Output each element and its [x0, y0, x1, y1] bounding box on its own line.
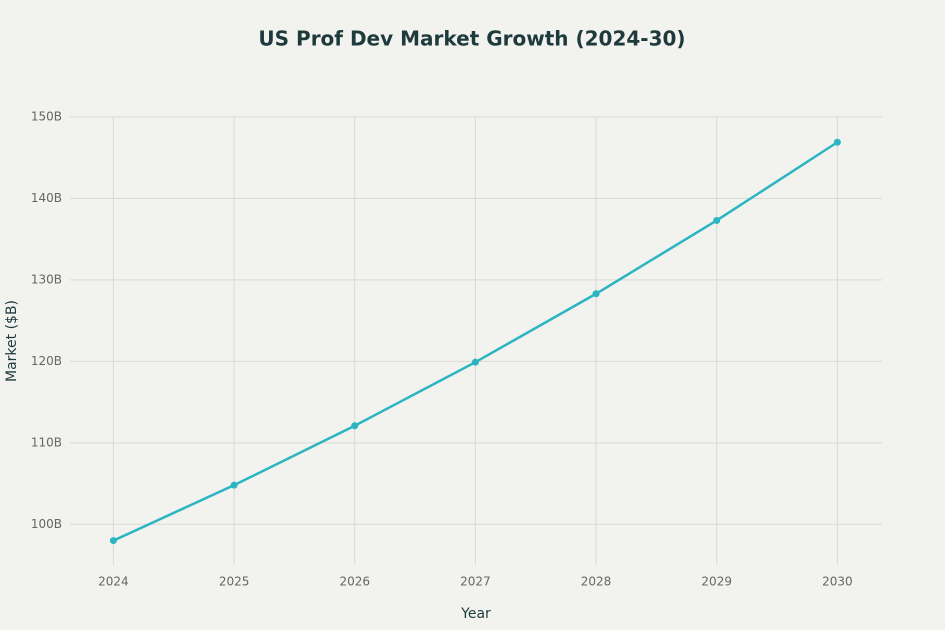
data-point — [713, 216, 721, 224]
y-tick-label: 150B — [31, 110, 62, 124]
x-axis-title: Year — [460, 606, 491, 622]
data-point — [592, 290, 600, 298]
data-point — [833, 138, 841, 146]
data-point — [471, 358, 479, 366]
y-tick-label: 110B — [31, 435, 62, 449]
x-tick-label: 2024 — [98, 575, 129, 589]
x-tick-label: 2027 — [460, 575, 491, 589]
x-tick-label: 2029 — [701, 575, 732, 589]
x-tick-label: 2026 — [339, 575, 370, 589]
x-tick-label: 2030 — [822, 575, 853, 589]
y-tick-label: 100B — [31, 517, 62, 531]
y-tick-label: 120B — [31, 354, 62, 368]
data-point — [230, 481, 238, 489]
y-axis-title: Market ($B) — [4, 300, 20, 382]
x-tick-label: 2025 — [219, 575, 250, 589]
x-tick-label: 2028 — [581, 575, 612, 589]
y-tick-label: 130B — [31, 272, 62, 286]
data-point — [109, 537, 117, 545]
data-point — [351, 422, 359, 430]
chart-title: US Prof Dev Market Growth (2024-30) — [258, 27, 685, 51]
y-tick-label: 140B — [31, 191, 62, 205]
